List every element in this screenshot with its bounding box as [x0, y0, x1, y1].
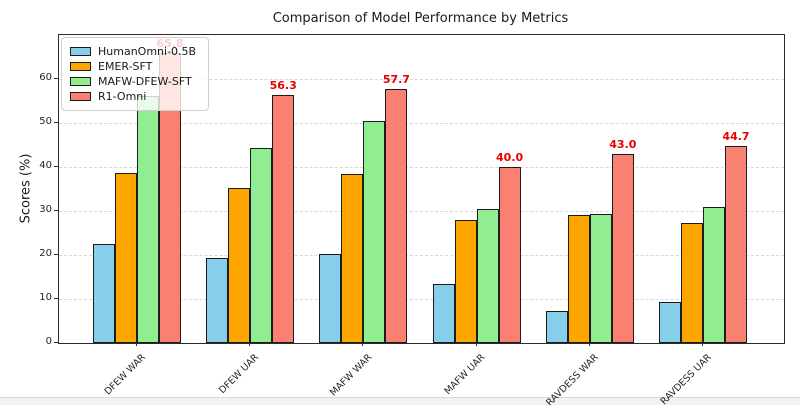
value-annotation-ravdess-uar: 44.7 [722, 130, 750, 144]
gridline-50 [59, 123, 784, 124]
value-annotation-dfew-uar: 56.3 [269, 79, 297, 93]
legend-swatch-r1-omni [70, 92, 91, 101]
bar-r1-omni-ravdess-uar [725, 146, 747, 343]
x-tick-label-dfew-war: DFEW WAR [102, 352, 148, 398]
y-tick-label-0: 0 [45, 336, 52, 347]
x-tick-mark-ravdess-war [588, 342, 590, 346]
bar-emer-sft-ravdess-war [567, 215, 590, 343]
bar-mafw-dfew-sft-ravdess-uar [703, 207, 725, 343]
x-tick-label-dfew-uar: DFEW UAR [216, 352, 261, 397]
y-tick-label-20: 20 [39, 248, 52, 259]
value-annotation-mafw-uar: 40.0 [496, 151, 524, 164]
bar-emer-sft-mafw-uar [454, 219, 477, 343]
bar-mafw-dfew-sft-dfew-uar [250, 147, 273, 343]
legend-swatch-humanomni-0-5b [70, 47, 91, 56]
x-tick-mark-dfew-uar [249, 342, 251, 346]
bar-emer-sft-dfew-uar [228, 187, 251, 343]
gridline-60 [59, 79, 784, 80]
x-tick-label-mafw-war: MAFW WAR [327, 352, 375, 399]
legend-label-mafw-dfew-sft: MAFW-DFEW-SFT [98, 75, 192, 88]
bar-humanomni-0-5b-ravdess-uar [659, 301, 681, 343]
chart-title: Comparison of Model Performance by Metri… [272, 11, 569, 26]
gridline-10 [59, 299, 784, 300]
gridline-40 [59, 167, 784, 168]
y-tick-mark-60 [54, 78, 58, 79]
bar-mafw-dfew-sft-mafw-uar [476, 209, 499, 343]
legend-item-emer-sft: EMER-SFT [70, 59, 196, 74]
bottom-strip [0, 397, 800, 405]
plot-area: 65.856.357.740.043.044.7 [58, 34, 785, 344]
legend-label-emer-sft: EMER-SFT [98, 60, 153, 73]
x-tick-mark-dfew-war [136, 342, 137, 346]
gridline-20 [59, 255, 784, 256]
bar-humanomni-0-5b-mafw-uar [432, 283, 455, 343]
x-tick-mark-mafw-uar [475, 342, 477, 346]
bar-humanomni-0-5b-dfew-uar [206, 257, 229, 343]
y-tick-mark-50 [54, 122, 58, 123]
legend: HumanOmni-0.5B EMER-SFT MAFW-DFEW-SFT R1-Om… [61, 37, 210, 111]
legend-swatch-mafw-dfew-sft [70, 77, 91, 86]
legend-label-humanomni-0-5b: HumanOmni-0.5B [98, 45, 197, 58]
y-tick-label-30: 30 [39, 204, 52, 215]
bar-emer-sft-dfew-war [115, 172, 137, 343]
bar-humanomni-0-5b-dfew-war [93, 243, 115, 343]
bar-r1-omni-ravdess-war [611, 153, 634, 343]
y-tick-label-40: 40 [39, 160, 52, 171]
bar-mafw-dfew-sft-ravdess-war [589, 214, 612, 343]
legend-label-r1-omni: R1-Omni [98, 90, 147, 103]
legend-item-mafw-dfew-sft: MAFW-DFEW-SFT [70, 74, 196, 89]
y-tick-mark-30 [54, 210, 58, 211]
y-tick-label-50: 50 [39, 116, 52, 127]
y-tick-label-60: 60 [39, 72, 52, 83]
bar-r1-omni-dfew-uar [272, 95, 295, 343]
x-tick-mark-ravdess-uar [702, 342, 703, 346]
value-annotation-mafw-war: 57.7 [382, 73, 410, 87]
bar-emer-sft-mafw-war [341, 174, 364, 343]
gridline-30 [59, 211, 784, 212]
y-tick-mark-20 [54, 254, 58, 255]
bar-humanomni-0-5b-ravdess-war [545, 310, 568, 343]
y-tick-label-10: 10 [39, 292, 52, 303]
bar-emer-sft-ravdess-uar [681, 223, 703, 343]
x-tick-mark-mafw-war [362, 342, 364, 346]
legend-item-r1-omni: R1-Omni [70, 89, 196, 104]
bar-r1-omni-mafw-uar [498, 167, 521, 343]
value-annotation-ravdess-war: 43.0 [609, 137, 637, 151]
legend-swatch-emer-sft [70, 62, 91, 71]
y-axis-label: Scores (%) [18, 153, 34, 224]
legend-item-humanomni-0-5b: HumanOmni-0.5B [70, 44, 196, 59]
x-tick-label-mafw-uar: MAFW UAR [442, 352, 488, 398]
bar-mafw-dfew-sft-dfew-war [137, 96, 159, 343]
bar-humanomni-0-5b-mafw-war [319, 253, 342, 343]
y-tick-mark-40 [54, 166, 58, 167]
bar-mafw-dfew-sft-mafw-war [363, 121, 386, 343]
y-tick-mark-10 [54, 298, 58, 299]
y-tick-mark-0 [54, 342, 58, 343]
bar-r1-omni-mafw-war [385, 89, 408, 343]
